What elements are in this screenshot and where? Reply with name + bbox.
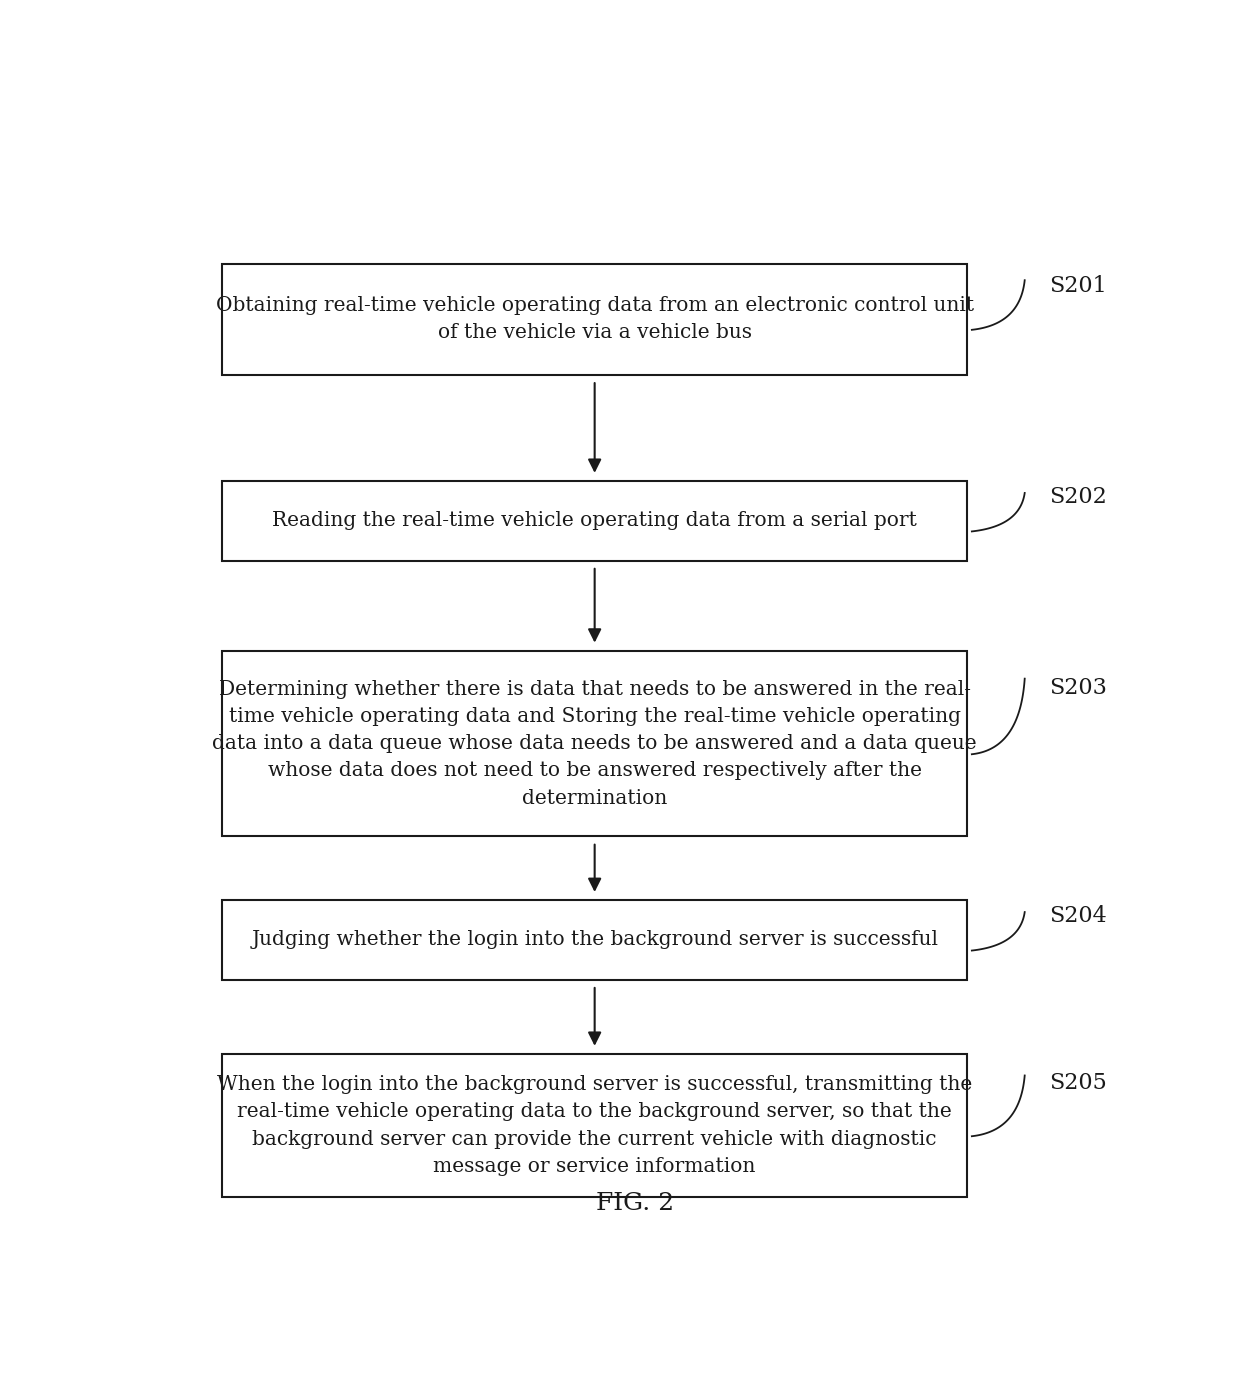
Bar [222,263,967,375]
Text: FIG. 2: FIG. 2 [596,1192,675,1214]
Text: S204: S204 [1049,905,1106,927]
Text: Obtaining real-time vehicle operating data from an electronic control unit
of th: Obtaining real-time vehicle operating da… [216,296,973,342]
Bar [222,1054,967,1197]
Text: Judging whether the login into the background server is successful: Judging whether the login into the backg… [252,930,939,949]
Bar [222,650,967,836]
Text: S205: S205 [1049,1072,1106,1094]
Text: S202: S202 [1049,486,1106,508]
Text: Determining whether there is data that needs to be answered in the real-
time ve: Determining whether there is data that n… [212,679,977,808]
Text: S203: S203 [1049,677,1106,699]
Bar [222,481,967,561]
Text: S201: S201 [1049,274,1106,296]
Text: Reading the real-time vehicle operating data from a serial port: Reading the real-time vehicle operating … [273,511,918,531]
Text: When the login into the background server is successful, transmitting the
real-t: When the login into the background serve… [217,1075,972,1175]
Bar [222,900,967,980]
